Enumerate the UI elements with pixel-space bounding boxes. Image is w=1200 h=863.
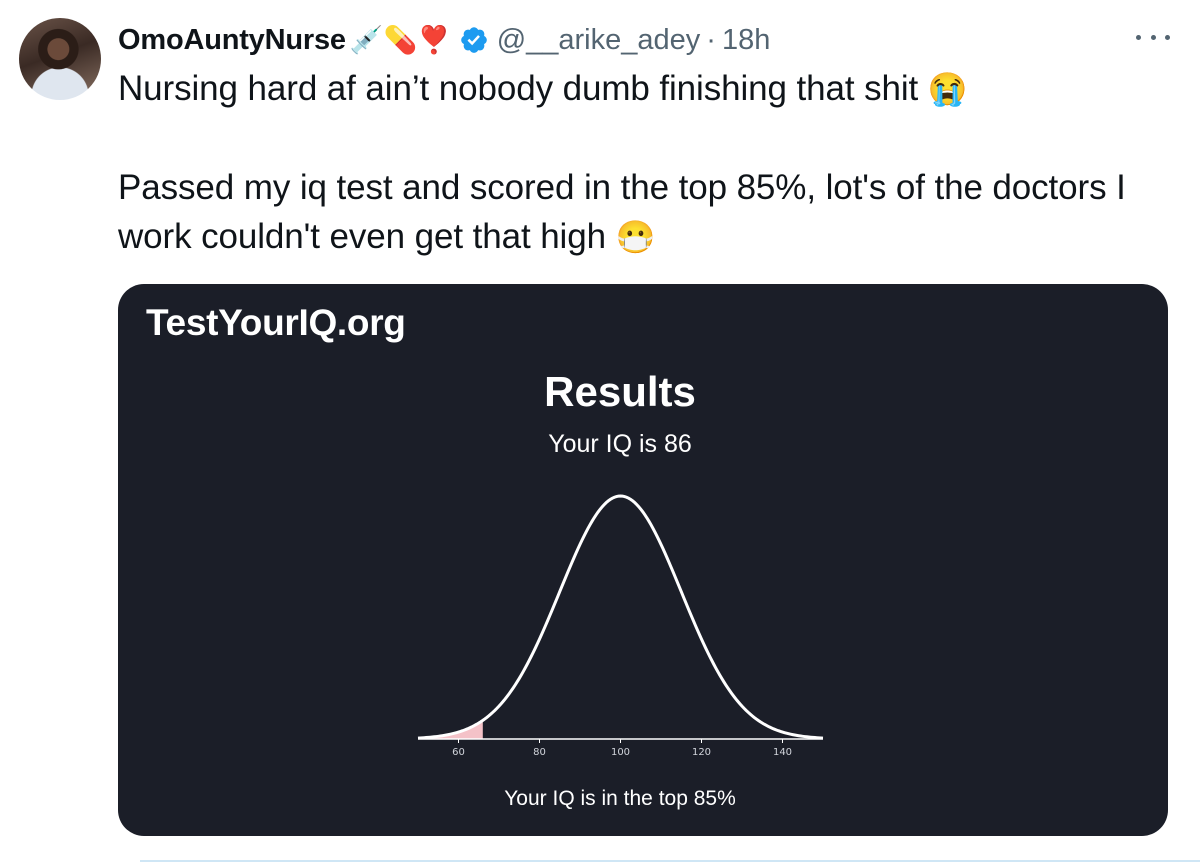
user-handle[interactable]: @__arike_adey xyxy=(496,23,701,56)
x-tick-label: 60 xyxy=(452,747,465,758)
timestamp[interactable]: 18h xyxy=(721,23,771,56)
distribution-curve xyxy=(417,494,824,740)
x-tick-label: 100 xyxy=(611,747,630,758)
tweet-media-image[interactable]: TestYourIQ.org Results Your IQ is 86 60 8… xyxy=(118,284,1168,836)
results-footer: Your IQ is in the top 85% xyxy=(504,787,736,810)
tweet-text: Nursing hard af ain’t nobody dumb finish… xyxy=(118,64,1178,262)
verified-badge-icon xyxy=(460,27,487,53)
iq-distribution-chart: 60 80 100 120 140 xyxy=(417,494,824,758)
tweet-line-1: Nursing hard af ain’t nobody dumb finish… xyxy=(118,69,968,108)
name-emojis: 💉💊❣️ xyxy=(349,24,451,55)
tweet-header: OmoAuntyNurse 💉💊❣️ @__arike_adey · 18h xyxy=(118,20,1200,60)
highlighted-area xyxy=(418,720,483,739)
separator: · xyxy=(706,23,716,56)
x-tick-label: 120 xyxy=(692,747,711,758)
display-name[interactable]: OmoAuntyNurse xyxy=(118,23,346,56)
results-title: Results xyxy=(544,368,696,415)
more-options-icon[interactable] xyxy=(1136,20,1170,54)
x-tick-label: 80 xyxy=(533,747,546,758)
results-subtitle: Your IQ is 86 xyxy=(548,430,692,458)
site-logo: TestYourIQ.org xyxy=(146,302,406,343)
tweet-line-2: Passed my iq test and scored in the top … xyxy=(118,168,1126,256)
divider xyxy=(140,860,1200,862)
x-tick-label: 140 xyxy=(773,747,792,758)
avatar[interactable] xyxy=(19,18,101,100)
loudly-crying-emoji: 😭 xyxy=(927,71,968,107)
mask-face-emoji: 😷 xyxy=(615,219,656,255)
